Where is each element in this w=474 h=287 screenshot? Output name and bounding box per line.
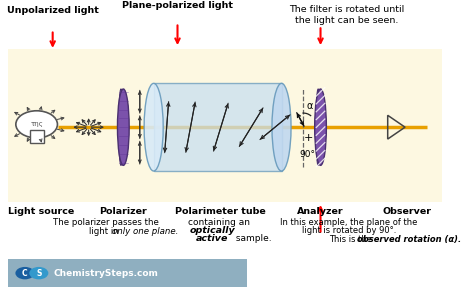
Text: S: S — [36, 269, 42, 278]
Text: α: α — [306, 101, 312, 111]
Text: Polarizer: Polarizer — [100, 207, 147, 216]
Text: observed rotation (α).: observed rotation (α). — [357, 235, 461, 244]
Text: the light can be seen.: the light can be seen. — [295, 16, 398, 25]
Ellipse shape — [272, 83, 291, 171]
Text: +: + — [304, 133, 313, 144]
Text: Polarimeter tube: Polarimeter tube — [175, 207, 266, 216]
Text: Plane-polarized light: Plane-polarized light — [122, 1, 233, 10]
Ellipse shape — [118, 89, 123, 165]
Ellipse shape — [315, 89, 327, 165]
Text: The filter is rotated until: The filter is rotated until — [289, 5, 404, 14]
Bar — [9, 259, 247, 287]
Text: The polarizer passes the: The polarizer passes the — [53, 218, 159, 227]
Text: active: active — [196, 234, 228, 243]
Text: optically: optically — [189, 226, 235, 235]
Text: Analyzer: Analyzer — [297, 207, 344, 216]
Text: This is the: This is the — [329, 235, 375, 244]
Bar — [9, 49, 442, 202]
Circle shape — [15, 267, 35, 279]
Text: 90°: 90° — [300, 150, 316, 158]
Text: Observer: Observer — [383, 207, 432, 216]
Text: light is rotated by 90°.: light is rotated by 90°. — [301, 226, 396, 235]
Text: της: της — [30, 121, 43, 127]
Text: containing an: containing an — [188, 218, 253, 227]
Text: Unpolarized light: Unpolarized light — [7, 6, 99, 15]
Text: only one plane.: only one plane. — [112, 227, 179, 236]
Text: In this example, the plane of the: In this example, the plane of the — [280, 218, 418, 227]
Ellipse shape — [118, 89, 129, 165]
Bar — [154, 83, 282, 171]
Circle shape — [16, 111, 57, 138]
Bar — [30, 130, 44, 143]
Circle shape — [29, 267, 48, 279]
Text: C: C — [22, 269, 28, 278]
Text: light in: light in — [89, 227, 121, 236]
Ellipse shape — [316, 89, 320, 165]
Text: ChemistrySteps.com: ChemistrySteps.com — [54, 269, 159, 278]
Ellipse shape — [144, 83, 163, 171]
Text: Light source: Light source — [8, 207, 74, 216]
Text: sample.: sample. — [233, 234, 271, 243]
